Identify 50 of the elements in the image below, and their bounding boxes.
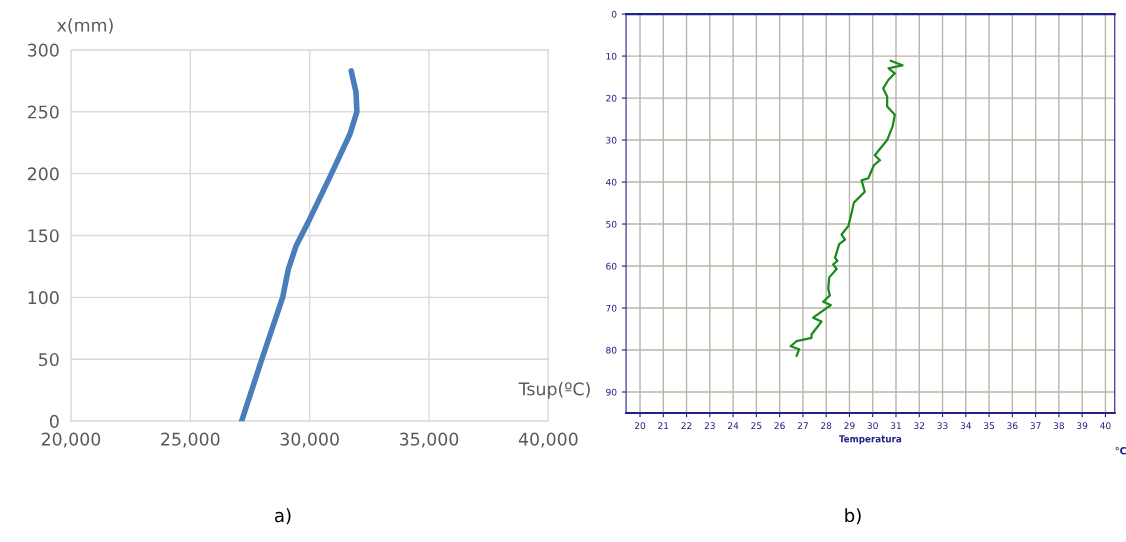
y-tick-label: 10 — [606, 52, 617, 60]
x-tick-label: 23 — [704, 422, 715, 430]
x-tick-label: 24 — [728, 422, 739, 429]
x-tick-label: 33 — [937, 422, 948, 430]
x-tick-label: 20,000 — [41, 432, 101, 448]
x-tick-label: 40,000 — [518, 432, 578, 448]
y-tick-label: 200 — [27, 167, 59, 181]
x-tick-label: 38 — [1053, 422, 1065, 430]
x-tick-label: 31 — [890, 422, 901, 430]
x-tick-label: 40 — [1100, 422, 1111, 430]
x-tick-label: 20 — [634, 422, 646, 430]
text: b) — [845, 508, 861, 525]
y-tick-label: 30 — [606, 136, 617, 144]
x-tick-label: 21 — [658, 422, 669, 429]
y-tick-label: 40 — [605, 178, 617, 186]
y-axis-title: x(mm) — [57, 18, 113, 34]
x-tick-label: 30,000 — [280, 432, 339, 448]
x-tick-label: 22 — [681, 422, 692, 429]
y-tick-label: 60 — [606, 262, 617, 270]
y-tick-label: 0 — [49, 414, 59, 428]
x-tick-label: 37 — [1030, 422, 1041, 430]
y-tick-label: 250 — [27, 105, 59, 119]
x-tick-label: 39 — [1077, 422, 1088, 430]
x-tick-label: 29 — [844, 422, 855, 430]
x-tick-label: 35 — [984, 422, 995, 430]
x-tick-label: 25 — [751, 422, 762, 430]
x-tick-label: 30 — [867, 422, 878, 430]
text: °C — [1115, 447, 1126, 455]
x-tick-label: 36 — [1007, 422, 1018, 430]
y-tick-label: 100 — [28, 291, 59, 305]
y-tick-label: 90 — [606, 388, 617, 396]
line-series — [789, 59, 904, 358]
y-tick-label: 50 — [606, 220, 617, 228]
y-tick-label: 20 — [606, 94, 617, 102]
y-tick-label: 50 — [39, 352, 59, 367]
y-tick-label: 80 — [606, 346, 617, 354]
x-tick-label: 34 — [960, 422, 972, 430]
x-tick-label: 28 — [821, 422, 832, 430]
x-tick-label: 27 — [797, 422, 808, 429]
x-tick-label: 26 — [774, 422, 785, 430]
x-axis-title: Temperatura — [839, 435, 902, 445]
y-tick-label: 150 — [28, 229, 59, 243]
text: a) — [275, 508, 291, 525]
x-axis-title: Tsup(ºC) — [518, 382, 590, 399]
x-tick-label: 32 — [914, 422, 925, 430]
y-tick-label: 0 — [611, 10, 617, 18]
y-tick-label: 300 — [28, 43, 59, 57]
x-tick-label: 35,000 — [399, 432, 459, 448]
y-tick-label: 70 — [606, 304, 617, 312]
x-tick-label: 25,000 — [161, 432, 220, 448]
